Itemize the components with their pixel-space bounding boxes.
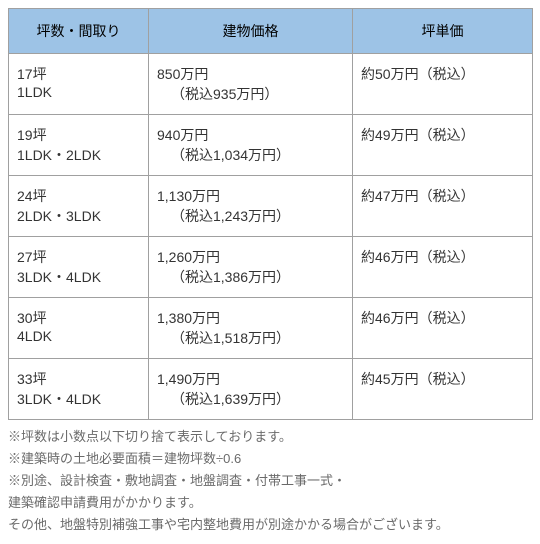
- cell-price: 1,490万円（税込1,639万円）: [149, 359, 353, 420]
- unit-price-text: 約46万円（税込）: [361, 247, 524, 267]
- layout-text: 1LDK: [17, 84, 140, 100]
- cell-price: 940万円（税込1,034万円）: [149, 115, 353, 176]
- price-tax-text: （税込1,034万円）: [157, 145, 344, 165]
- cell-unit-price: 約46万円（税込）: [353, 237, 533, 298]
- layout-text: 3LDK・4LDK: [17, 389, 140, 409]
- cell-unit-price: 約47万円（税込）: [353, 176, 533, 237]
- header-unit-price: 坪単価: [353, 9, 533, 54]
- size-text: 33坪: [17, 369, 140, 389]
- price-text: 940万円: [157, 125, 344, 145]
- cell-price: 1,380万円（税込1,518万円）: [149, 298, 353, 359]
- layout-text: 2LDK・3LDK: [17, 206, 140, 226]
- unit-price-text: 約50万円（税込）: [361, 64, 524, 84]
- price-text: 1,260万円: [157, 247, 344, 267]
- header-size: 坪数・間取り: [9, 9, 149, 54]
- cell-size-layout: 27坪3LDK・4LDK: [9, 237, 149, 298]
- cell-size-layout: 17坪1LDK: [9, 54, 149, 115]
- price-text: 1,380万円: [157, 308, 344, 328]
- pricing-table: 坪数・間取り 建物価格 坪単価 17坪1LDK850万円（税込935万円）約50…: [8, 8, 533, 420]
- price-tax-text: （税込1,639万円）: [157, 389, 344, 409]
- size-text: 27坪: [17, 247, 140, 267]
- price-tax-text: （税込1,518万円）: [157, 328, 344, 348]
- note-line: ※別途、設計検査・敷地調査・地盤調査・付帯工事一式・: [8, 470, 532, 492]
- note-line: 建築確認申請費用がかかります。: [8, 492, 532, 514]
- unit-price-text: 約46万円（税込）: [361, 308, 524, 328]
- size-text: 24坪: [17, 186, 140, 206]
- price-tax-text: （税込935万円）: [157, 84, 344, 104]
- cell-unit-price: 約46万円（税込）: [353, 298, 533, 359]
- price-text: 1,130万円: [157, 186, 344, 206]
- cell-price: 850万円（税込935万円）: [149, 54, 353, 115]
- table-row: 27坪3LDK・4LDK1,260万円（税込1,386万円）約46万円（税込）: [9, 237, 533, 298]
- notes-section: ※坪数は小数点以下切り捨て表示しております。※建築時の土地必要面積＝建物坪数÷0…: [8, 426, 532, 536]
- header-price: 建物価格: [149, 9, 353, 54]
- price-tax-text: （税込1,243万円）: [157, 206, 344, 226]
- cell-price: 1,260万円（税込1,386万円）: [149, 237, 353, 298]
- price-text: 1,490万円: [157, 369, 344, 389]
- size-text: 19坪: [17, 125, 140, 145]
- cell-unit-price: 約45万円（税込）: [353, 359, 533, 420]
- table-row: 17坪1LDK850万円（税込935万円）約50万円（税込）: [9, 54, 533, 115]
- price-tax-text: （税込1,386万円）: [157, 267, 344, 287]
- cell-price: 1,130万円（税込1,243万円）: [149, 176, 353, 237]
- size-text: 30坪: [17, 308, 140, 328]
- unit-price-text: 約45万円（税込）: [361, 369, 524, 389]
- table-row: 30坪4LDK1,380万円（税込1,518万円）約46万円（税込）: [9, 298, 533, 359]
- cell-size-layout: 24坪2LDK・3LDK: [9, 176, 149, 237]
- pricing-table-body: 17坪1LDK850万円（税込935万円）約50万円（税込）19坪1LDK・2L…: [9, 54, 533, 420]
- cell-size-layout: 19坪1LDK・2LDK: [9, 115, 149, 176]
- table-row: 19坪1LDK・2LDK940万円（税込1,034万円）約49万円（税込）: [9, 115, 533, 176]
- cell-unit-price: 約50万円（税込）: [353, 54, 533, 115]
- cell-unit-price: 約49万円（税込）: [353, 115, 533, 176]
- layout-text: 4LDK: [17, 328, 140, 344]
- price-text: 850万円: [157, 64, 344, 84]
- note-line: その他、地盤特別補強工事や宅内整地費用が別途かかる場合がございます。: [8, 514, 532, 536]
- layout-text: 1LDK・2LDK: [17, 145, 140, 165]
- layout-text: 3LDK・4LDK: [17, 267, 140, 287]
- unit-price-text: 約49万円（税込）: [361, 125, 524, 145]
- table-row: 33坪3LDK・4LDK1,490万円（税込1,639万円）約45万円（税込）: [9, 359, 533, 420]
- size-text: 17坪: [17, 64, 140, 84]
- cell-size-layout: 30坪4LDK: [9, 298, 149, 359]
- table-row: 24坪2LDK・3LDK1,130万円（税込1,243万円）約47万円（税込）: [9, 176, 533, 237]
- note-line: ※建築時の土地必要面積＝建物坪数÷0.6: [8, 448, 532, 470]
- unit-price-text: 約47万円（税込）: [361, 186, 524, 206]
- cell-size-layout: 33坪3LDK・4LDK: [9, 359, 149, 420]
- note-line: ※坪数は小数点以下切り捨て表示しております。: [8, 426, 532, 448]
